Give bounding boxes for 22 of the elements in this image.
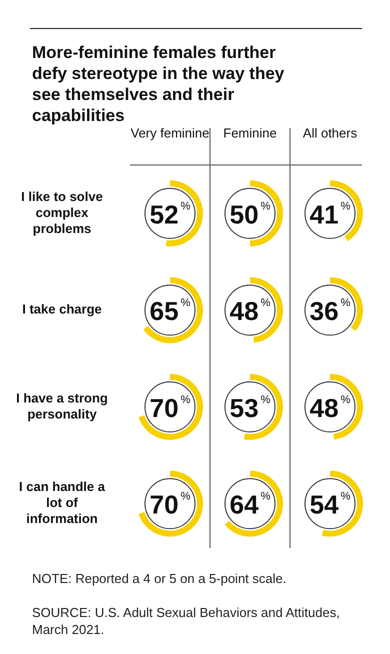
y-tick-label: I can handle a lot of information — [19, 479, 106, 526]
data-label: 54% — [310, 490, 351, 520]
x-tick-label: All others — [302, 126, 358, 141]
data-label: 50% — [230, 199, 271, 230]
source-note: SOURCE: U.S. Adult Sexual Behaviors and Attitudes, March 2021. — [32, 604, 341, 638]
y-tick-label: I have a strong personality — [16, 390, 108, 422]
y-tick-label: I like to solve complex problems — [21, 188, 103, 236]
data-label: 36% — [310, 296, 351, 326]
data-label: 48% — [230, 296, 271, 326]
data-label: 41% — [310, 199, 351, 230]
x-tick-label: Feminine — [223, 126, 277, 141]
chart-title: More-feminine females further defy stereotype in the way they see themselves and their capabilities — [32, 42, 286, 126]
data-label: 48% — [310, 392, 351, 423]
data-label: 52% — [150, 199, 191, 230]
data-label: 53% — [230, 392, 271, 423]
text: NOTE: Reported a 4 or 5 on a 5-point scale. — [32, 570, 288, 587]
data-label: 70% — [150, 490, 191, 520]
x-tick-label: Very feminine — [130, 126, 210, 141]
y-tick-label: I take charge — [22, 302, 102, 317]
data-label: 70% — [150, 392, 191, 423]
data-label: 65% — [150, 296, 191, 326]
data-label: 64% — [230, 490, 271, 520]
